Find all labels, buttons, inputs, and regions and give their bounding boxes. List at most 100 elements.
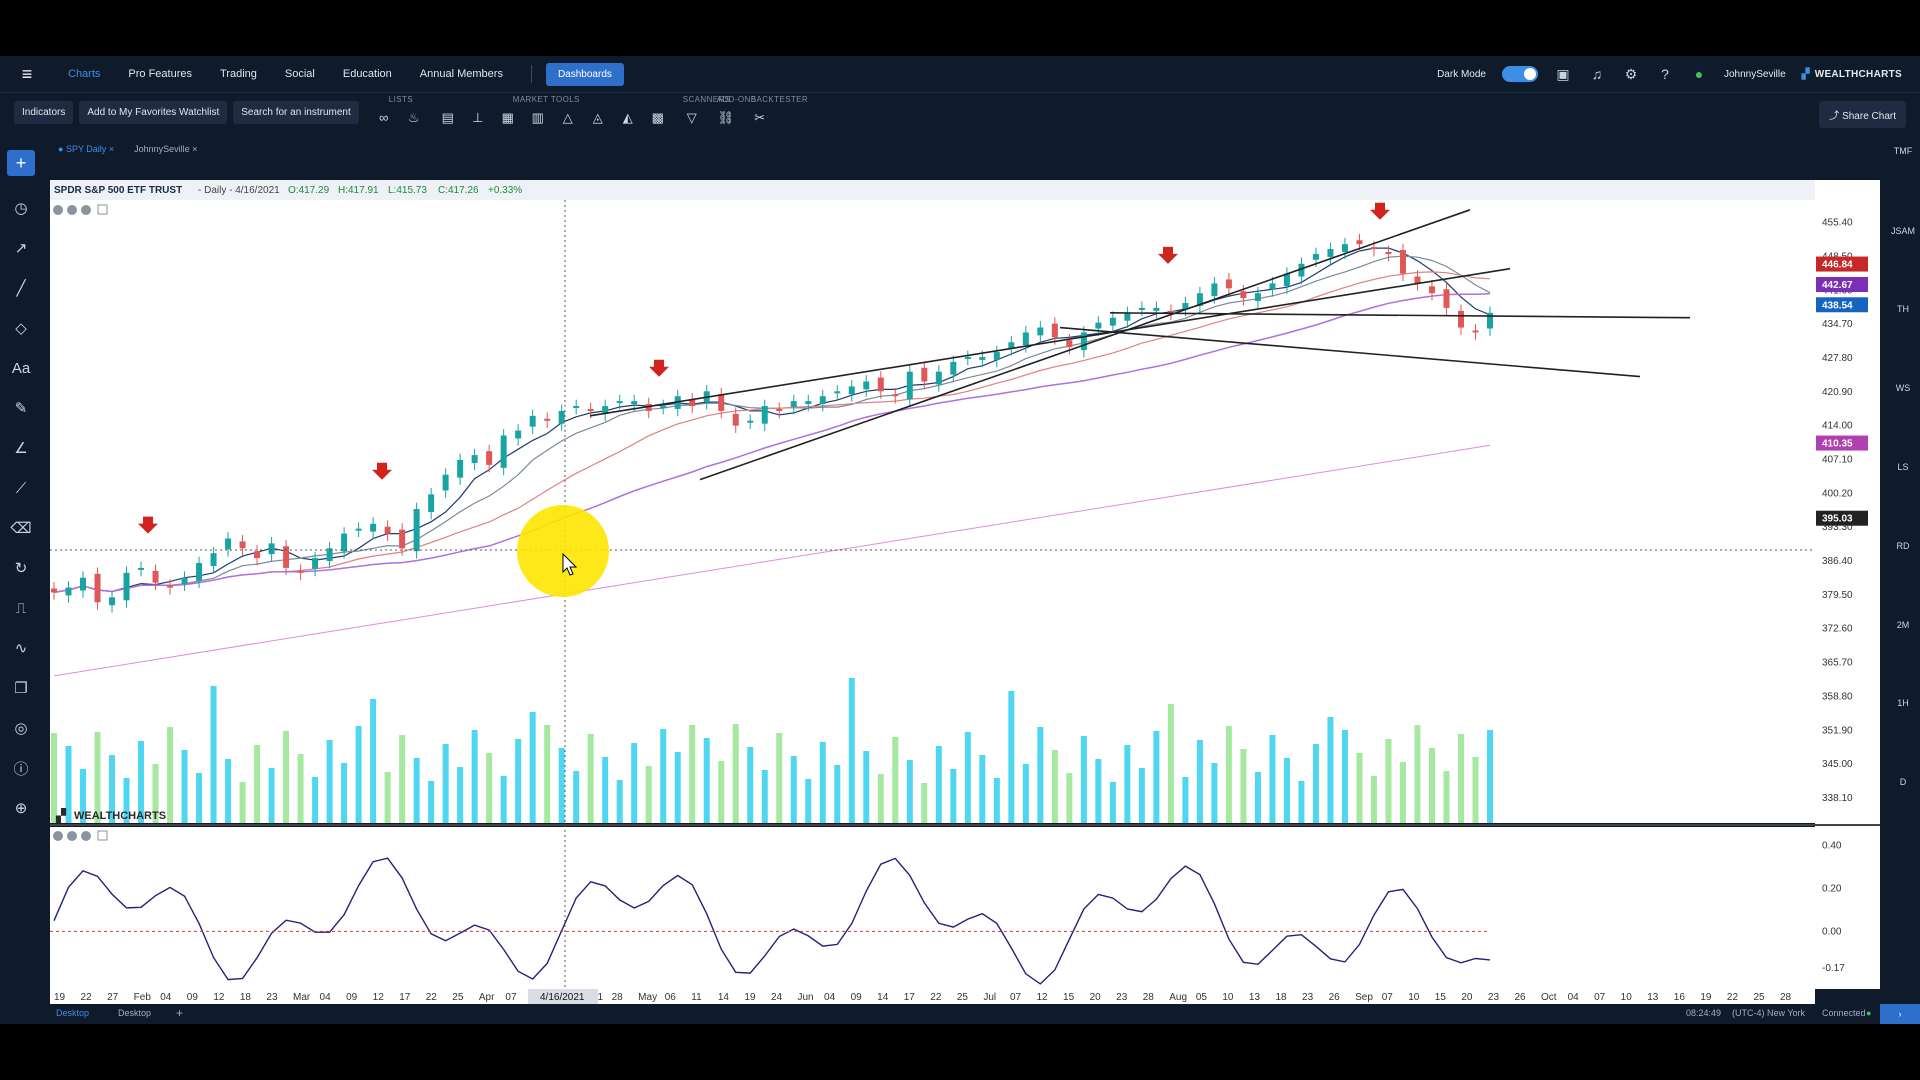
help-icon[interactable]: ? — [1661, 66, 1669, 82]
oscillator-pane[interactable] — [50, 827, 1815, 989]
add-icon[interactable]: + — [7, 150, 35, 176]
close-icon[interactable]: × — [108, 144, 115, 154]
candle-body — [1283, 273, 1290, 287]
add-tab-icon[interactable]: + — [176, 1006, 184, 1020]
tab-johnnyseville[interactable]: JohnnySeville × — [126, 142, 205, 156]
gear-icon[interactable]: ⚙ — [1624, 65, 1638, 82]
text-icon[interactable]: Aa — [11, 359, 31, 377]
flame-icon[interactable]: ♨ — [407, 109, 420, 125]
trend-lines[interactable] — [589, 209, 1691, 481]
indicators-button[interactable]: Indicators — [14, 101, 74, 124]
calculator-icon[interactable]: ▥ — [531, 109, 544, 125]
rail-item-th[interactable]: TH — [1897, 304, 1909, 314]
rail-item-d[interactable]: D — [1899, 777, 1907, 787]
candle-body — [819, 396, 826, 405]
share-chart-button[interactable]: ⤴ Share Chart — [1819, 101, 1906, 128]
trash-icon[interactable]: ⌫ — [10, 520, 32, 537]
time-tick-label: 10 — [1621, 992, 1633, 1003]
refresh-icon[interactable]: ↻ — [14, 560, 28, 577]
rail-item-jsam[interactable]: JSAM — [1890, 226, 1915, 236]
nav-charts[interactable]: Charts — [68, 68, 101, 80]
desktop-tab-2[interactable]: Desktop — [118, 1008, 152, 1018]
rail-item-1h[interactable]: 1H — [1897, 698, 1909, 708]
ohlc-close: C:417.26 — [438, 185, 479, 196]
alert-icon[interactable]: △ — [562, 109, 573, 125]
price-tick-label: 427.80 — [1822, 353, 1853, 364]
nav-annual-members[interactable]: Annual Members — [419, 68, 503, 80]
nav-trading[interactable]: Trading — [220, 68, 257, 80]
news-icon[interactable]: ▤ — [441, 109, 454, 125]
time-tick-label: 18 — [1275, 992, 1287, 1003]
target-icon[interactable]: ◎ — [14, 720, 28, 737]
nav-education[interactable]: Education — [342, 68, 392, 80]
line-icon[interactable]: ╱ — [16, 280, 26, 297]
menu-icon[interactable]: ≡ — [21, 63, 33, 84]
close-icon[interactable]: × — [192, 144, 198, 154]
candle-body — [1356, 240, 1363, 245]
candle-body — [631, 401, 638, 405]
moving-average-line — [53, 247, 1491, 593]
expand-icon[interactable]: › — [1880, 1004, 1920, 1024]
nav-social[interactable]: Social — [284, 68, 315, 80]
chart-container[interactable]: SPDR S&P 500 ETF TRUST - Daily - 4/16/20… — [50, 180, 1880, 1040]
candle-body — [80, 577, 87, 591]
rail-item-tmf[interactable]: TMF — [1893, 146, 1913, 156]
candle-body — [1066, 340, 1073, 348]
volume-bar — [790, 756, 797, 823]
watermark: ▞ WEALTHCHARTS — [55, 807, 166, 824]
rail-item-ws[interactable]: WS — [1895, 383, 1911, 393]
calendar-icon[interactable]: ▦ — [501, 109, 514, 125]
tab-label: SPY Daily — [65, 144, 107, 154]
dashboards-button[interactable]: Dashboards — [545, 62, 624, 86]
filter-icon[interactable]: ▽ — [686, 109, 697, 125]
volume-bar — [1109, 782, 1116, 823]
globe-icon[interactable]: ⊕ — [14, 800, 28, 817]
volume-bar — [573, 771, 580, 823]
add-watchlist-button[interactable]: Add to My Favorites Watchlist — [79, 101, 228, 124]
pencil-icon[interactable]: ✎ — [14, 400, 28, 417]
pane-controls[interactable] — [53, 204, 108, 841]
volume-bar — [964, 732, 971, 823]
pattern-icon[interactable]: ∿ — [14, 640, 28, 657]
rail-item-ls[interactable]: LS — [1897, 462, 1909, 472]
notification-icon[interactable]: ◭ — [622, 109, 633, 125]
heatmap-icon[interactable]: ▩ — [651, 109, 664, 125]
layers-icon[interactable]: ❐ — [14, 680, 28, 697]
measure-icon[interactable]: ∠ — [14, 440, 28, 457]
volume-bar — [660, 729, 667, 823]
candle-body — [544, 418, 551, 421]
time-tick-label: Oct — [1541, 992, 1557, 1003]
bell-icon[interactable]: ♫ — [1591, 66, 1603, 82]
rail-item-2m[interactable]: 2M — [1896, 620, 1910, 630]
candle-body — [1051, 323, 1058, 338]
shapes-icon[interactable]: ◇ — [15, 320, 27, 337]
volume-bar — [297, 754, 304, 823]
bell-alert-icon[interactable]: ◬ — [592, 109, 603, 125]
clock-icon[interactable]: ◷ — [14, 200, 28, 217]
glasses-icon[interactable]: ∞ — [379, 110, 389, 125]
price-label-box — [1816, 256, 1868, 272]
backtest-icon[interactable]: ✂ — [754, 109, 766, 125]
graph-icon[interactable]: ⎍ — [15, 599, 27, 617]
ruler-icon[interactable]: ⟋ — [15, 479, 27, 497]
nav-pro-features[interactable]: Pro Features — [128, 68, 192, 80]
timezone[interactable]: (UTC-4) New York — [1732, 1008, 1806, 1018]
trendline-icon[interactable]: ↗ — [14, 240, 28, 257]
info-icon[interactable]: ⓘ — [13, 760, 29, 778]
chart-svg[interactable]: SPDR S&P 500 ETF TRUST - Daily - 4/16/20… — [50, 180, 1880, 1040]
desktop-tab-1[interactable]: Desktop — [56, 1008, 90, 1018]
candle-body — [268, 543, 275, 555]
time-tick-label: 17 — [904, 992, 916, 1003]
candle-body — [239, 541, 246, 549]
user-name[interactable]: JohnnySeville — [1723, 68, 1786, 80]
tab-spy-daily[interactable]: ● SPY Daily × — [50, 142, 122, 156]
save-icon[interactable]: ▣ — [1556, 65, 1570, 82]
chart-toolbar: Indicators Add to My Favorites Watchlist… — [0, 92, 1920, 132]
trend-line — [1059, 326, 1641, 378]
chart-icon[interactable]: ⊥ — [472, 109, 484, 125]
instrument-search[interactable]: Search for an instrument — [233, 101, 359, 124]
rail-item-rd[interactable]: RD — [1896, 541, 1910, 551]
dark-mode-toggle[interactable] — [1501, 66, 1538, 82]
link-icon[interactable]: ⛓ — [717, 109, 734, 125]
price-pane[interactable] — [50, 180, 1815, 823]
